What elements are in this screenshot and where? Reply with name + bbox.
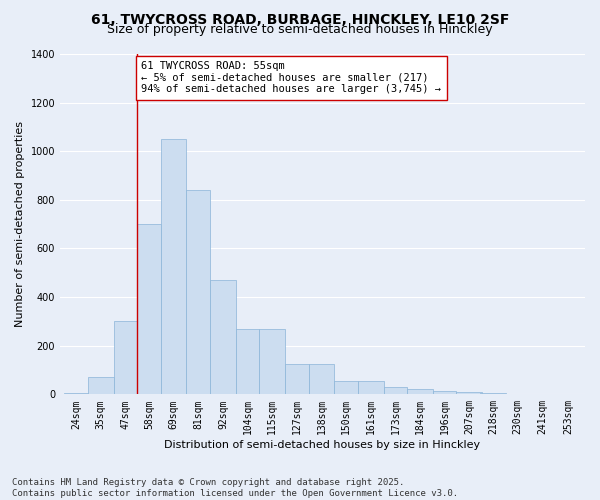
Bar [334,381,358,394]
Bar [308,364,334,394]
Text: Size of property relative to semi-detached houses in Hinckley: Size of property relative to semi-detach… [107,22,493,36]
Text: 61 TWYCROSS ROAD: 55sqm
← 5% of semi-detached houses are smaller (217)
94% of se: 61 TWYCROSS ROAD: 55sqm ← 5% of semi-det… [142,62,442,94]
X-axis label: Distribution of semi-detached houses by size in Hinckley: Distribution of semi-detached houses by … [164,440,481,450]
Bar [358,381,383,394]
Bar [113,322,137,394]
Bar [137,224,161,394]
Bar [480,393,506,394]
Text: 61, TWYCROSS ROAD, BURBAGE, HINCKLEY, LE10 2SF: 61, TWYCROSS ROAD, BURBAGE, HINCKLEY, LE… [91,12,509,26]
Y-axis label: Number of semi-detached properties: Number of semi-detached properties [15,121,25,327]
Bar [161,139,187,394]
Bar [236,328,259,394]
Bar [259,328,285,394]
Bar [433,390,457,394]
Bar [88,378,113,394]
Bar [210,280,236,394]
Bar [64,393,88,394]
Bar [285,364,308,394]
Bar [187,190,210,394]
Bar [407,390,433,394]
Bar [457,392,482,394]
Bar [383,387,407,394]
Text: Contains HM Land Registry data © Crown copyright and database right 2025.
Contai: Contains HM Land Registry data © Crown c… [12,478,458,498]
